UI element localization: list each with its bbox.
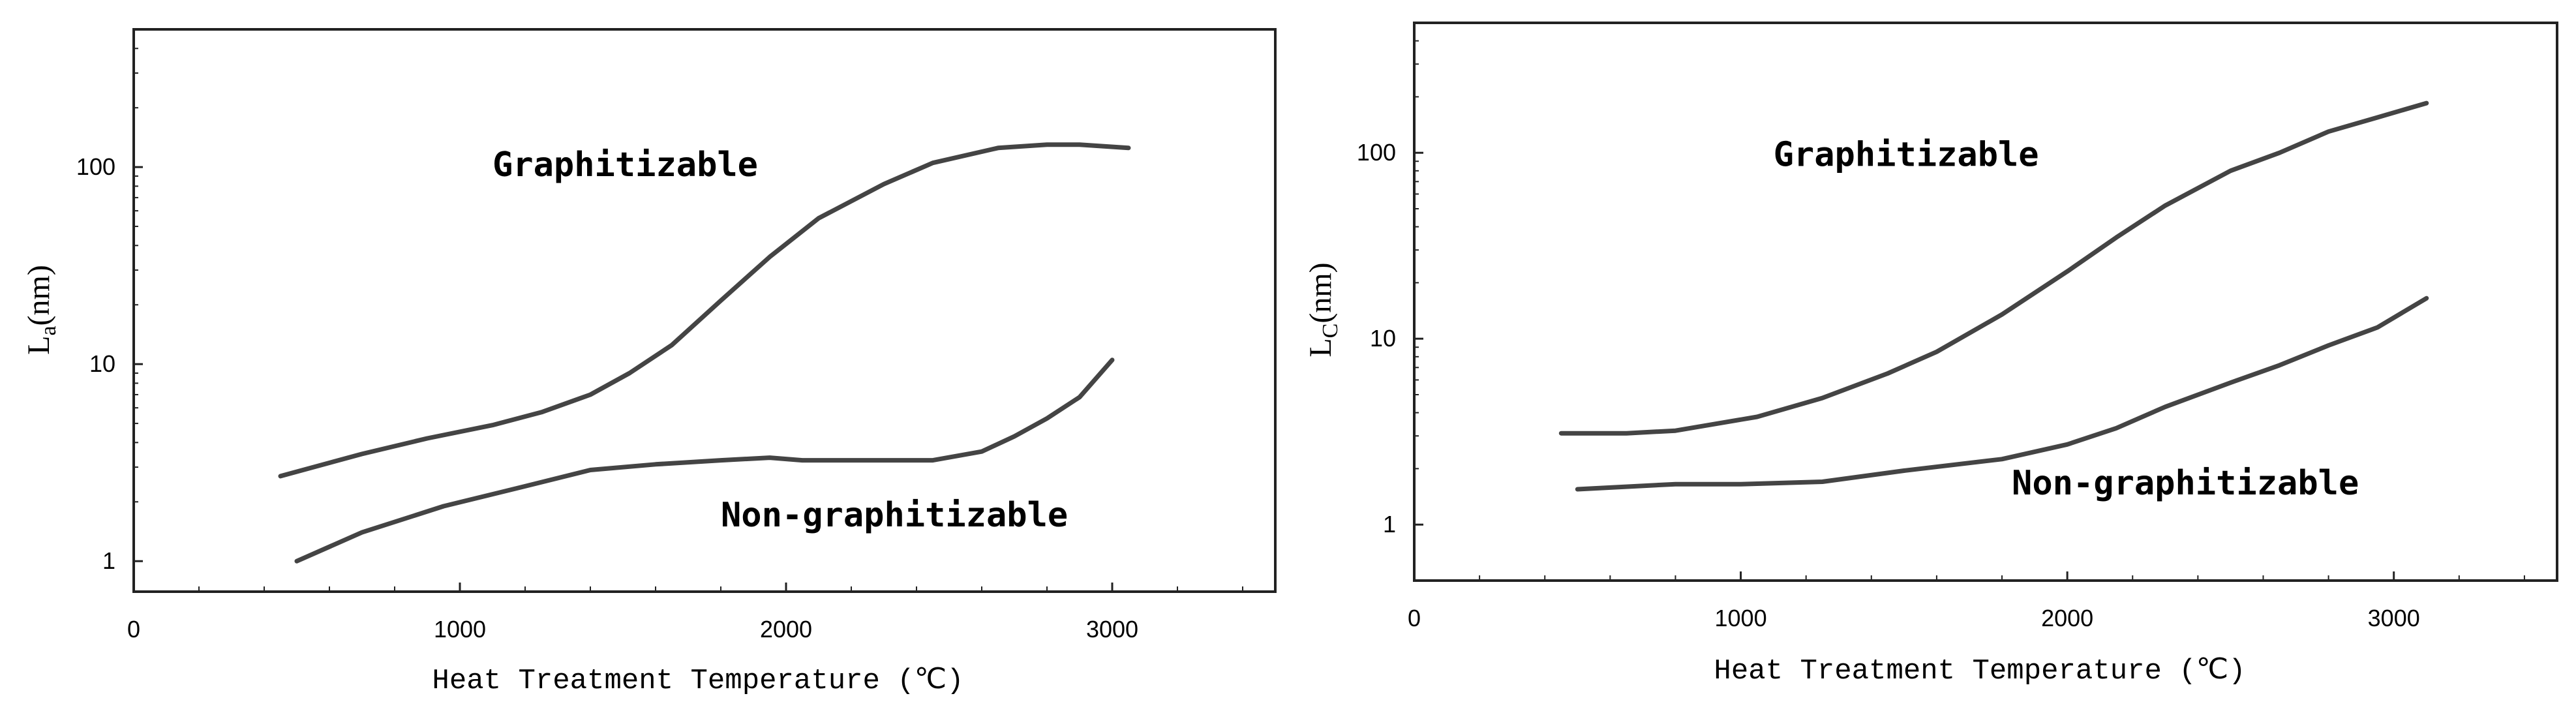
x-tick-label: 3000 — [2368, 605, 2420, 631]
annotation-non-graphitizable: Non-graphitizable — [2012, 464, 2359, 503]
series-line-graphitizable — [278, 142, 1131, 479]
x-tick-label: 3000 — [1086, 616, 1138, 643]
chart-panel-lc: 0 1000 2000 3000 1 10 100 Graphitizable Non-gr… — [1303, 22, 2558, 688]
annotation-non-graphitizable: Non-graphitizable — [721, 496, 1068, 535]
y-axis-title-unit: (nm) — [1303, 262, 1338, 323]
y-tick-label: 10 — [1370, 325, 1396, 352]
y-axis-title-main: L — [1303, 338, 1338, 357]
y-axis-title-unit: (nm) — [22, 265, 56, 326]
ticks: 0 1000 2000 3000 1 10 100 — [1357, 40, 2525, 631]
series-line-non-graphitizable — [294, 357, 1115, 564]
chart-panel-la: 0 1000 2000 3000 1 10 100 Graphitizable Non-gr… — [22, 28, 1277, 697]
svg-text:La(nm): La(nm) — [22, 265, 61, 355]
x-tick-label: 0 — [127, 616, 140, 643]
y-axis-title: LC(nm) — [1303, 262, 1342, 357]
annotation-graphitizable: Graphitizable — [1774, 135, 2039, 174]
y-tick-label: 1 — [1383, 511, 1396, 538]
y-tick-label: 1 — [102, 547, 115, 574]
ticks: 0 1000 2000 3000 1 10 100 — [76, 48, 1243, 643]
series-line-graphitizable — [1558, 100, 2429, 436]
y-axis-title-sub: a — [37, 326, 61, 335]
y-axis-title-main: L — [22, 336, 56, 355]
x-tick-label: 0 — [1408, 605, 1421, 631]
curves — [1558, 100, 2429, 492]
x-tick-label: 2000 — [2041, 605, 2093, 631]
y-tick-label: 10 — [89, 350, 115, 377]
y-axis-title-sub: C — [1318, 324, 1342, 339]
plot-frame — [132, 28, 1277, 593]
x-tick-label: 1000 — [1715, 605, 1767, 631]
y-axis-title: La(nm) — [22, 265, 61, 355]
x-axis-title: Heat Treatment Temperature (℃) — [1714, 655, 2245, 688]
y-tick-label: 100 — [76, 153, 115, 180]
annotation-graphitizable: Graphitizable — [492, 145, 758, 185]
plot-frame — [1413, 22, 2558, 582]
svg-text:LC(nm): LC(nm) — [1303, 262, 1342, 357]
x-tick-label: 2000 — [760, 616, 812, 643]
y-tick-label: 100 — [1357, 139, 1396, 166]
curves — [278, 142, 1131, 564]
x-axis-title: Heat Treatment Temperature (℃) — [432, 665, 963, 697]
series-line-non-graphitizable — [1575, 296, 2429, 492]
x-tick-label: 1000 — [434, 616, 486, 643]
